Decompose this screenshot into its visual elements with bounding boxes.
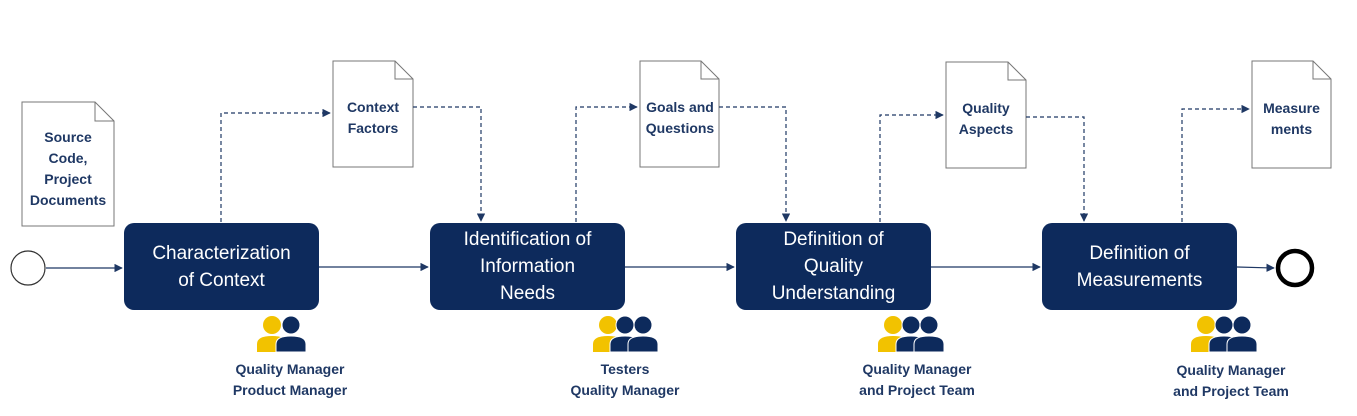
measurements-label: Measure ments bbox=[1263, 100, 1320, 137]
document-icon-context-factors bbox=[332, 60, 414, 168]
people-group-icon-3 bbox=[878, 315, 945, 353]
step-definition-quality-label: Definition of Quality Understanding bbox=[771, 229, 896, 304]
role-label-step2: Testers Quality Manager bbox=[570, 361, 680, 398]
step-characterization-label: Characterization of Context bbox=[152, 242, 291, 291]
flow-from-quality-aspects bbox=[1026, 116, 1089, 222]
flow-from-goals-questions bbox=[719, 106, 791, 222]
step-definition-measurements-box bbox=[1042, 223, 1237, 310]
document-icon-quality-aspects bbox=[945, 61, 1027, 169]
goals-questions-label: Goals and Questions bbox=[645, 99, 715, 136]
quality-aspects-label: Quality Aspects bbox=[958, 100, 1014, 137]
people-group-icon-4 bbox=[1191, 315, 1258, 353]
end-event-circle bbox=[1275, 248, 1315, 288]
start-event-circle bbox=[10, 250, 46, 286]
source-documents-label: Source Code, Project Documents bbox=[29, 129, 107, 208]
context-factors-label: Context Factors bbox=[346, 99, 400, 136]
step-identification-label: Identification of Information Needs bbox=[463, 229, 592, 304]
flow-end bbox=[1236, 263, 1275, 272]
document-icon-measurements bbox=[1251, 60, 1332, 169]
people-group-icon-2 bbox=[593, 315, 659, 353]
step-definition-measurements-label: Definition of Measurements bbox=[1076, 242, 1203, 291]
flow-to-goals-questions bbox=[575, 102, 638, 222]
step-characterization-box bbox=[124, 223, 319, 310]
people-group-icon-1 bbox=[257, 315, 307, 353]
document-icon-source bbox=[21, 101, 115, 227]
document-icon-goals-questions bbox=[639, 60, 720, 168]
flow-to-measurements bbox=[1181, 104, 1250, 222]
flow-from-context-factors bbox=[413, 106, 486, 222]
step-definition-quality-box bbox=[736, 223, 931, 310]
step-identification-box bbox=[430, 223, 625, 310]
flow-to-context-factors bbox=[220, 108, 331, 222]
flow-to-quality-aspects bbox=[879, 110, 944, 222]
role-label-step1: Quality Manager Product Manager bbox=[232, 361, 348, 398]
role-label-step4: Quality Manager and Project Team bbox=[1173, 362, 1289, 399]
role-label-step3: Quality Manager and Project Team bbox=[859, 361, 975, 398]
